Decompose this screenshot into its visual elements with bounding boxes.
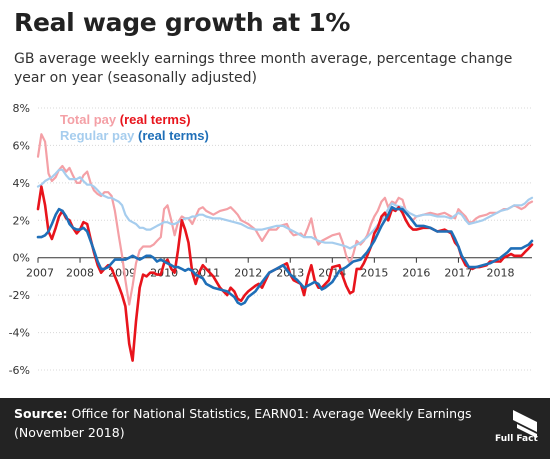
x-tick-label: 2007 bbox=[26, 267, 54, 280]
chart-title: Real wage growth at 1% bbox=[14, 8, 351, 37]
line-chart: -6%-4%-2%0%2%4%6%8% 2007 2008 2009 2010 2011… bbox=[9, 102, 534, 377]
legend-suffix-regular-pay: (real terms) bbox=[138, 128, 209, 143]
x-tick-label: 2018 bbox=[486, 267, 514, 280]
series-line-regular-pay-real-terms bbox=[36, 205, 534, 306]
footer-bar: Source: Office for National Statistics, … bbox=[0, 398, 550, 459]
y-tick-label: 4% bbox=[13, 177, 30, 190]
y-tick-label: 2% bbox=[13, 214, 30, 227]
series-line-total-pay bbox=[36, 133, 534, 306]
legend-suffix-total-pay: (real terms) bbox=[120, 112, 191, 127]
legend-label-regular-pay: Regular pay bbox=[60, 128, 135, 143]
y-tick-label: -2% bbox=[9, 289, 30, 302]
y-axis-labels: -6% -4% -2% 0% 2% 4% 6% 8% bbox=[9, 102, 30, 377]
chart-subtitle: GB average weekly earnings three month a… bbox=[14, 51, 513, 86]
source-note: Source: Office for National Statistics, … bbox=[14, 404, 484, 442]
y-tick-label: 0% bbox=[13, 252, 30, 265]
x-tick-label: 2012 bbox=[234, 267, 262, 280]
legend-label-total-pay: Total pay bbox=[60, 112, 117, 127]
y-tick-label: 8% bbox=[13, 102, 30, 115]
y-tick-label: -4% bbox=[9, 327, 30, 340]
series-line-regular-pay bbox=[36, 168, 534, 250]
logo-text: Full Fact bbox=[495, 434, 538, 444]
x-tick-label: 2017 bbox=[444, 267, 472, 280]
legend-item-total-pay: Total pay (real terms) bbox=[60, 112, 191, 127]
series-lines bbox=[36, 133, 534, 362]
y-tick-label: 6% bbox=[13, 139, 30, 152]
x-tick-label: 2016 bbox=[402, 267, 430, 280]
x-tick-label: 2015 bbox=[360, 267, 388, 280]
legend-item-regular-pay: Regular pay (real terms) bbox=[60, 128, 209, 143]
x-tick-label: 2008 bbox=[66, 267, 94, 280]
gridlines bbox=[38, 107, 532, 371]
full-fact-logo-icon bbox=[513, 410, 537, 438]
source-text: Office for National Statistics, EARN01: … bbox=[14, 406, 472, 440]
legend: Total pay (real terms) Regular pay (real… bbox=[60, 112, 209, 143]
y-tick-label: -6% bbox=[9, 364, 30, 377]
source-label: Source: bbox=[14, 406, 68, 421]
